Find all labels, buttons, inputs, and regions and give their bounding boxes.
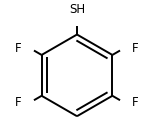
- Text: F: F: [132, 96, 139, 109]
- Text: SH: SH: [69, 3, 85, 16]
- Text: F: F: [132, 42, 139, 55]
- Text: F: F: [15, 96, 22, 109]
- Text: F: F: [15, 42, 22, 55]
